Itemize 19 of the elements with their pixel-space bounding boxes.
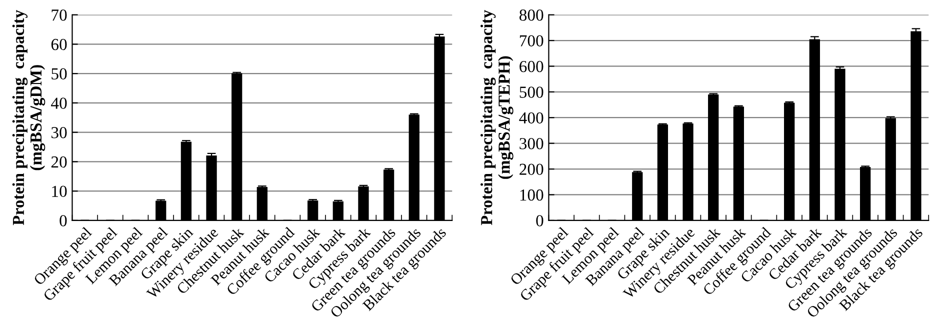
y-tick-label: 100 (520, 189, 544, 201)
y-axis-title: Protein precipitating capacity (mgBSA/gTEPH) (480, 10, 514, 226)
y-axis-title: Protein precipitating capacity (mgBSA/gDM) (12, 10, 46, 226)
y-tick-label: 60 (51, 38, 67, 50)
y-tick-label: 200 (520, 164, 544, 175)
y-tick-label: 0 (536, 215, 544, 226)
y-tick-label: 800 (520, 10, 544, 21)
y-tick-label: 70 (52, 10, 67, 21)
y-tick-label: 10 (52, 186, 67, 197)
y-tick-label: 20 (51, 156, 67, 168)
y-tick-label: 0 (60, 215, 67, 226)
y-tick-label: 600 (520, 60, 544, 72)
y-tick-label: 40 (51, 98, 67, 109)
y-tick-label: 700 (520, 35, 544, 46)
y-tick-label: 300 (520, 138, 544, 150)
y-tick-label: 500 (520, 86, 544, 98)
y-tick-label: 30 (51, 127, 67, 138)
y-tick-label: 400 (519, 112, 544, 124)
y-tick-label: 50 (52, 68, 67, 80)
